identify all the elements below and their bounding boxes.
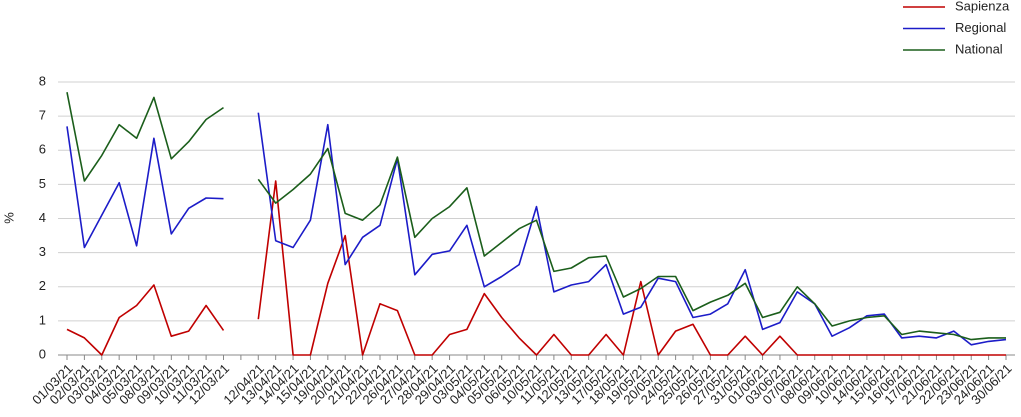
data-line bbox=[66, 112, 1007, 346]
y-tick-label: 1 bbox=[39, 312, 46, 327]
y-tick-label: 6 bbox=[39, 142, 46, 157]
legend-label: Regional bbox=[955, 20, 1006, 35]
y-tick-label: 3 bbox=[39, 244, 46, 259]
legend-label: National bbox=[955, 41, 1003, 56]
y-tick-label: 8 bbox=[39, 73, 46, 88]
y-tick-label: 2 bbox=[39, 278, 46, 293]
data-line bbox=[66, 180, 1006, 356]
y-tick-label: 4 bbox=[39, 210, 46, 225]
y-tick-label: 7 bbox=[39, 108, 46, 123]
y-tick-label: 0 bbox=[39, 346, 46, 361]
legend-label: Sapienza bbox=[955, 0, 1010, 13]
y-axis-label: % bbox=[1, 212, 16, 224]
y-tick-label: 5 bbox=[39, 176, 46, 191]
data-line bbox=[66, 92, 1006, 341]
